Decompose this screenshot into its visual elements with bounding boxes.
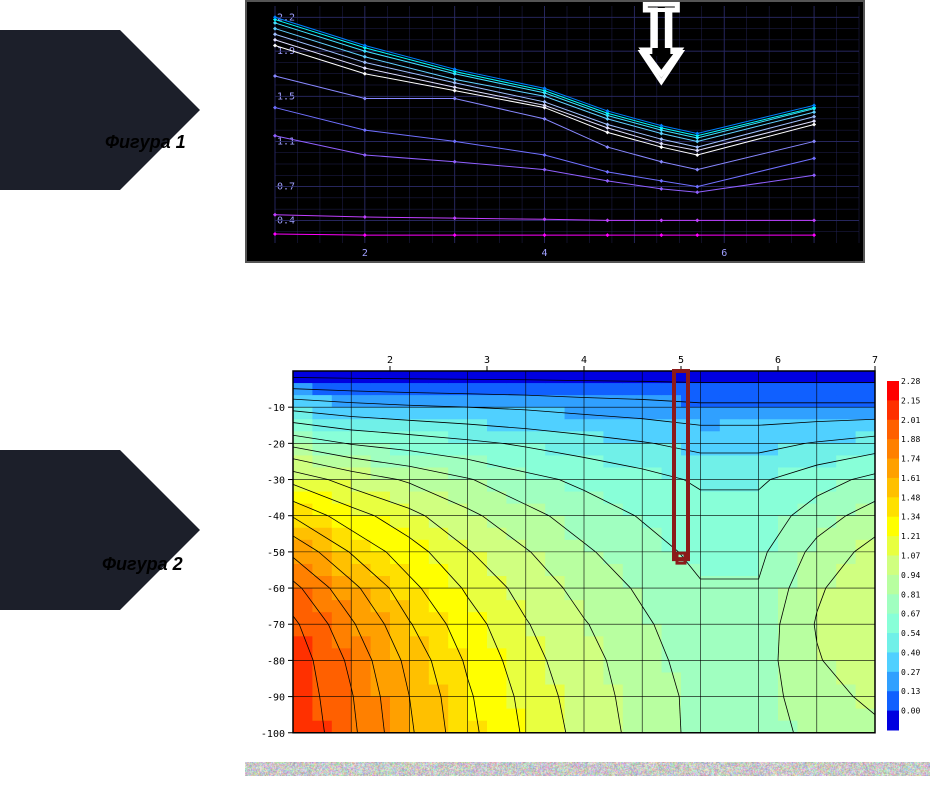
svg-text:2.2: 2.2 [277,12,295,23]
svg-text:2.01: 2.01 [901,416,920,425]
svg-text:-80: -80 [267,656,285,667]
svg-text:4: 4 [581,355,587,366]
svg-text:2: 2 [362,248,368,259]
figure-1-label: Фигура 1 [105,132,186,153]
svg-text:0.40: 0.40 [901,648,920,657]
heatmap-chart: 2 3 4 5 6 7 -10 -20 -30 -40 -50 -60 -70 -80 -90 -100 2.2… [245,353,930,746]
svg-text:2.15: 2.15 [901,396,920,405]
svg-text:0.54: 0.54 [901,629,920,638]
svg-text:-100: -100 [261,729,285,740]
svg-text:1.9: 1.9 [277,46,295,57]
svg-text:4: 4 [542,248,548,259]
svg-text:1.21: 1.21 [901,532,920,541]
svg-text:-90: -90 [267,693,285,704]
svg-text:1.07: 1.07 [901,552,920,561]
svg-text:7: 7 [872,355,878,366]
svg-text:-30: -30 [267,476,285,487]
line-chart: 0.40.71.11.51.92.2246 [245,0,865,263]
svg-text:-20: -20 [267,439,285,450]
svg-text:3: 3 [484,355,490,366]
svg-text:0.00: 0.00 [901,707,920,716]
svg-text:0.7: 0.7 [277,182,295,193]
svg-text:-70: -70 [267,620,285,631]
svg-text:1.88: 1.88 [901,435,920,444]
svg-text:0.4: 0.4 [277,215,295,226]
heatmap-svg: 2 3 4 5 6 7 -10 -20 -30 -40 -50 -60 -70 -80 -90 -100 2.2… [245,353,930,746]
svg-text:1.74: 1.74 [901,455,920,464]
svg-text:6: 6 [721,248,727,259]
svg-text:-40: -40 [267,512,285,523]
svg-text:1.34: 1.34 [901,513,920,522]
svg-text:2.28: 2.28 [901,377,920,386]
noise-strip [245,762,930,776]
pointer-block-1 [0,30,120,190]
svg-text:0.81: 0.81 [901,590,920,599]
pointer-block-2 [0,450,120,610]
svg-text:1.48: 1.48 [901,493,920,502]
figure-2-label: Фигура 2 [102,554,183,575]
svg-text:-10: -10 [267,403,285,414]
svg-text:6: 6 [775,355,781,366]
svg-text:1.5: 1.5 [277,91,295,102]
svg-text:-50: -50 [267,548,285,559]
line-chart-svg: 0.40.71.11.51.92.2246 [247,2,863,261]
svg-text:5: 5 [678,355,684,366]
svg-text:-60: -60 [267,584,285,595]
svg-text:2: 2 [387,355,393,366]
svg-text:0.67: 0.67 [901,610,920,619]
svg-text:1.61: 1.61 [901,474,920,483]
svg-text:0.13: 0.13 [901,687,920,696]
svg-text:0.94: 0.94 [901,571,920,580]
svg-text:0.27: 0.27 [901,668,920,677]
